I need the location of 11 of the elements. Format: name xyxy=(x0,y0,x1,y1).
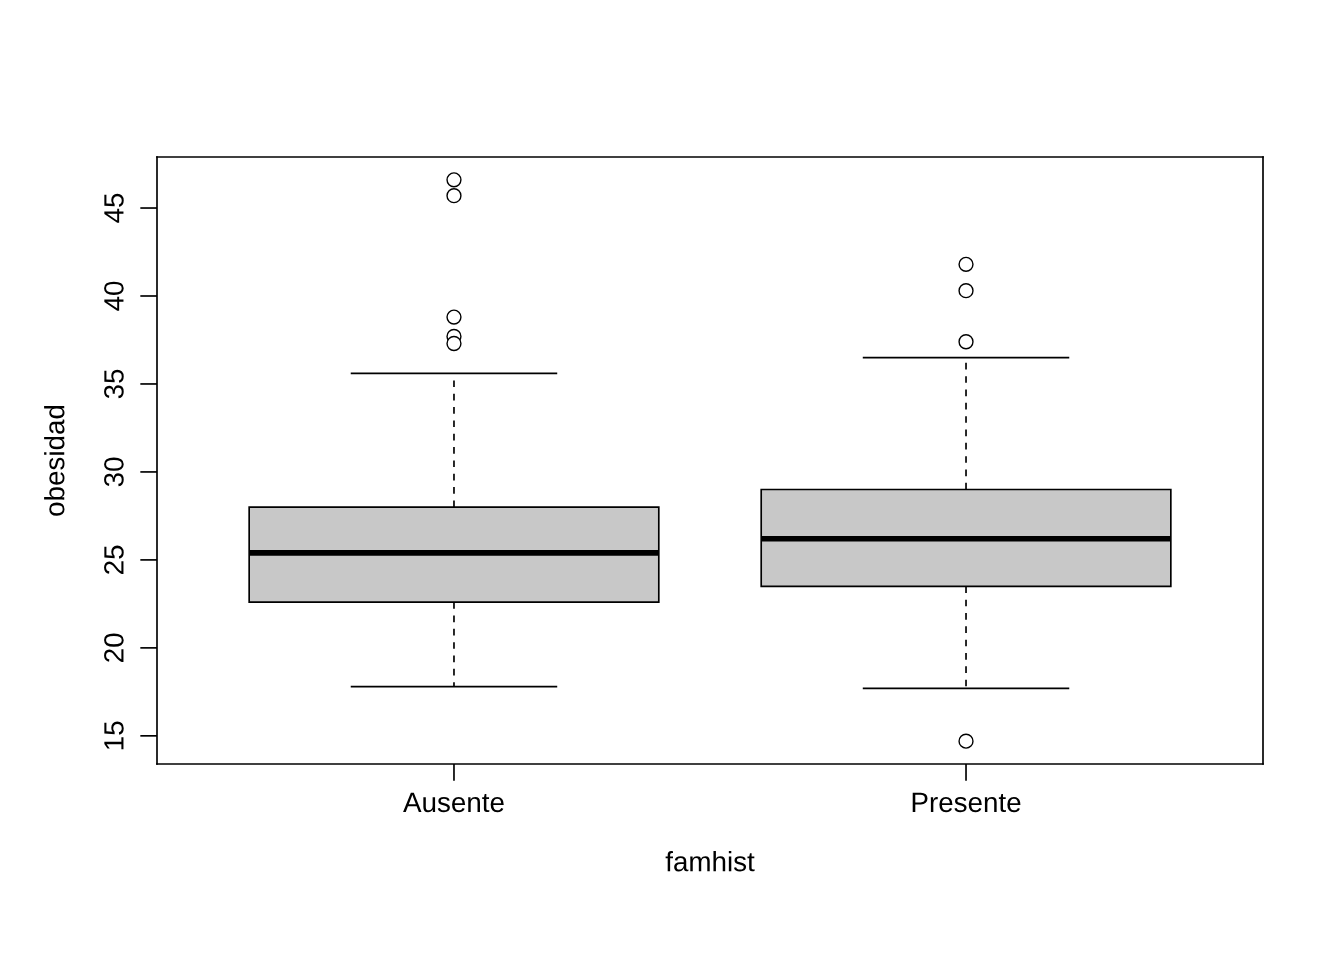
y-tick-label: 20 xyxy=(104,633,124,662)
x-axis-title: famhist xyxy=(665,851,755,872)
y-tick-label: 35 xyxy=(104,369,124,399)
y-tick-label: 30 xyxy=(104,457,124,487)
y-axis-title: obesidad xyxy=(44,405,65,516)
x-tick-label: Presente xyxy=(912,792,1021,813)
y-tick-label: 25 xyxy=(104,545,124,574)
y-tick-label: 45 xyxy=(104,193,124,223)
y-tick-label: 15 xyxy=(104,721,124,750)
x-tick-label: Ausente xyxy=(403,792,504,813)
y-tick-label: 40 xyxy=(104,281,124,311)
